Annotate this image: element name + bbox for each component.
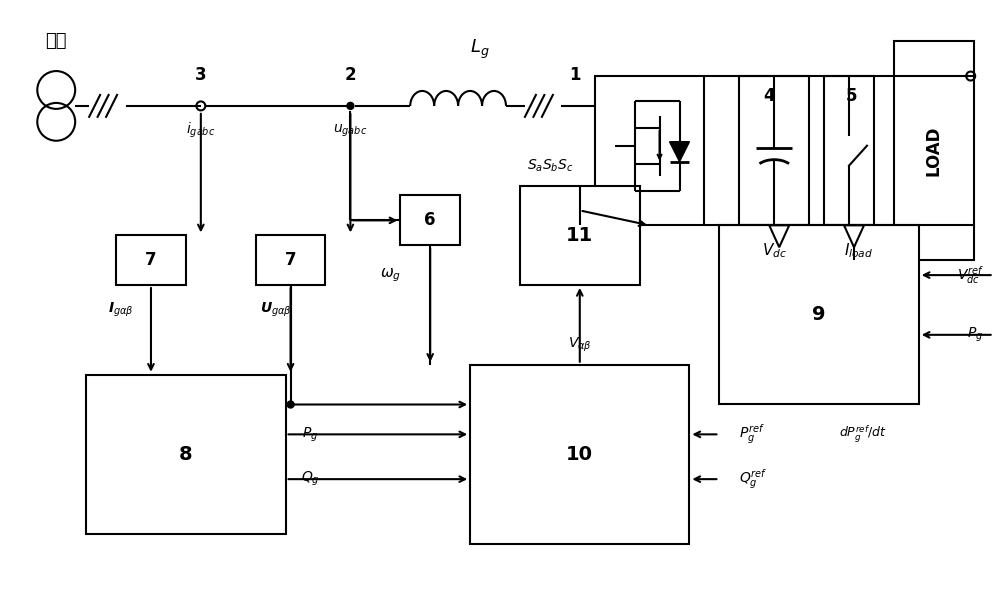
Text: $\omega_g$: $\omega_g$ <box>380 267 401 284</box>
Bar <box>400 196 460 245</box>
Text: 电网: 电网 <box>45 32 67 50</box>
Text: 8: 8 <box>179 445 193 464</box>
Text: $V_{dc}$: $V_{dc}$ <box>762 241 787 259</box>
Text: LOAD: LOAD <box>925 126 943 176</box>
Text: $\boldsymbol{U}_{g\alpha\beta}$: $\boldsymbol{U}_{g\alpha\beta}$ <box>260 301 292 319</box>
Polygon shape <box>844 226 864 248</box>
Text: $V_{\alpha\beta}$: $V_{\alpha\beta}$ <box>568 336 592 354</box>
Bar <box>256 235 325 285</box>
Text: 6: 6 <box>424 211 436 229</box>
Text: $u_{gabc}$: $u_{gabc}$ <box>333 123 368 139</box>
Text: 1: 1 <box>569 66 581 84</box>
Bar <box>719 226 919 405</box>
Bar <box>595 76 704 226</box>
Text: 9: 9 <box>812 305 826 324</box>
Text: $S_aS_bS_c$: $S_aS_bS_c$ <box>527 158 573 174</box>
Bar <box>739 76 809 226</box>
Bar <box>86 375 286 534</box>
Polygon shape <box>670 142 689 162</box>
Circle shape <box>347 102 354 109</box>
Text: $V_{dc}^{ref}$: $V_{dc}^{ref}$ <box>957 264 984 286</box>
Text: $Q_g^{ref}$: $Q_g^{ref}$ <box>739 467 768 491</box>
Text: 2: 2 <box>345 66 356 84</box>
Bar <box>470 365 689 544</box>
Text: 4: 4 <box>763 87 775 105</box>
Text: $P_g^{ref}$: $P_g^{ref}$ <box>739 422 765 446</box>
Text: $Q_g$: $Q_g$ <box>301 470 320 488</box>
Text: 11: 11 <box>566 226 593 245</box>
Bar <box>116 235 186 285</box>
Bar <box>520 186 640 285</box>
Text: $\boldsymbol{I}_{g\alpha\beta}$: $\boldsymbol{I}_{g\alpha\beta}$ <box>108 301 134 319</box>
Text: 7: 7 <box>285 251 296 269</box>
Text: 3: 3 <box>195 66 207 84</box>
Bar <box>894 41 974 260</box>
Text: $I_{load}$: $I_{load}$ <box>844 241 874 259</box>
Text: $P_g$: $P_g$ <box>967 325 984 344</box>
Bar <box>824 76 874 226</box>
Text: $dP_g^{ref}/dt$: $dP_g^{ref}/dt$ <box>839 424 887 445</box>
Text: 5: 5 <box>845 87 857 105</box>
Text: $i_{gabc}$: $i_{gabc}$ <box>186 121 216 140</box>
Text: $P_g$: $P_g$ <box>302 425 319 443</box>
Text: 10: 10 <box>566 445 593 464</box>
Circle shape <box>287 401 294 408</box>
Polygon shape <box>769 226 789 248</box>
Text: 7: 7 <box>145 251 157 269</box>
Text: $L_g$: $L_g$ <box>470 38 490 61</box>
